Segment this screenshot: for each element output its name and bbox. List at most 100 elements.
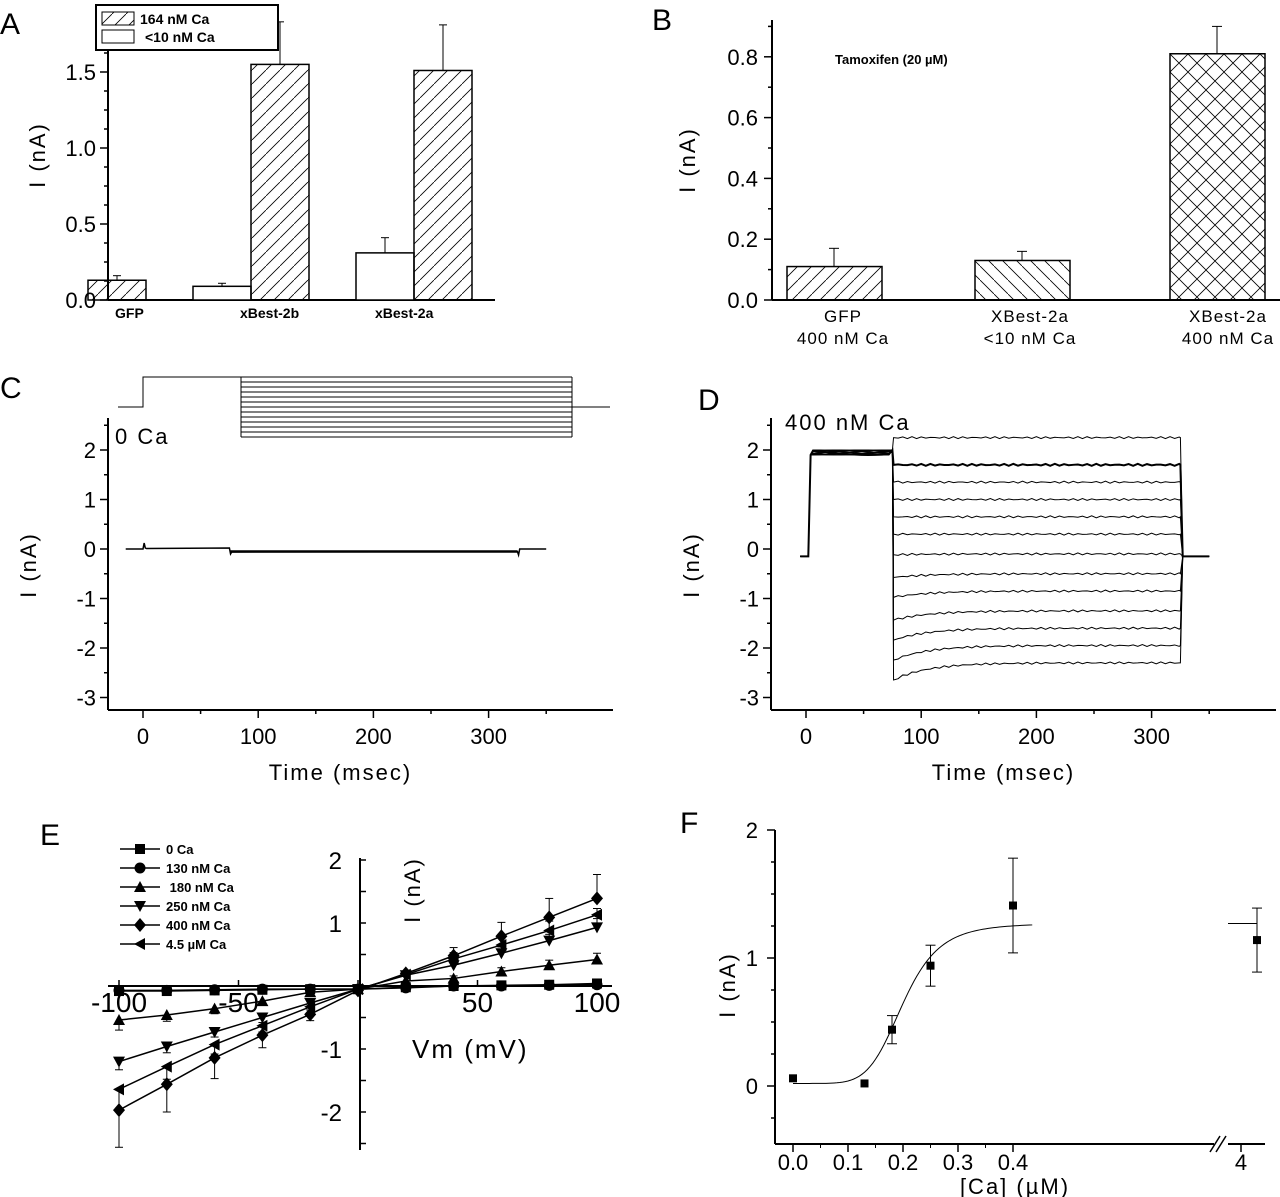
panel-d-x-tick-label: 0 bbox=[800, 724, 812, 749]
panel-a-bar-164nm bbox=[87, 279, 147, 301]
panel-label-c: C bbox=[0, 372, 22, 405]
panel-e-x-tick-label: 100 bbox=[574, 987, 621, 1018]
panel-b-category-label: GFP bbox=[824, 307, 862, 326]
panel-d-x-label: Time (msec) bbox=[932, 760, 1075, 785]
panel-d-y-tick-label: -1 bbox=[739, 587, 759, 612]
panel-e-data-point bbox=[113, 1056, 125, 1068]
panel-d-y-tick-label: -3 bbox=[739, 686, 759, 711]
panel-e-data-point bbox=[113, 1014, 125, 1026]
panel-a-bar-164nm bbox=[250, 63, 310, 301]
panel-c-y-label: I (nA) bbox=[16, 532, 41, 598]
panel-e-data-point bbox=[495, 980, 507, 992]
panel-d-current-trace bbox=[800, 448, 1210, 599]
panel-e-data-point bbox=[208, 1002, 221, 1014]
panel-c-y-tick-label: -2 bbox=[76, 636, 96, 661]
panel-e-legend-label: 250 nM Ca bbox=[166, 899, 231, 914]
panel-a-y-tick-label: 0.5 bbox=[65, 212, 96, 237]
panel-f-axis-break bbox=[1215, 1135, 1227, 1153]
panel-e-data-point bbox=[160, 1041, 173, 1053]
panel-e-data-point bbox=[543, 979, 555, 991]
panel-c-x-tick-label: 100 bbox=[240, 724, 277, 749]
panel-e-legend-label: 130 nM Ca bbox=[166, 861, 231, 876]
panel-e-data-point bbox=[256, 1012, 269, 1024]
panel-b-bar bbox=[786, 265, 883, 301]
panel-e-data-point bbox=[591, 908, 602, 921]
panel-label-b: B bbox=[652, 4, 672, 37]
panel-e-x-tick-label: 50 bbox=[462, 987, 493, 1018]
panel-e-legend-label: 0 Ca bbox=[166, 842, 194, 857]
panel-c-x-tick-label: 200 bbox=[355, 724, 392, 749]
panel-a-category-label: xBest-2a bbox=[375, 305, 434, 321]
panel-e-data-point bbox=[591, 953, 603, 965]
panel-d-current-trace bbox=[800, 449, 1210, 557]
panel-f-data-point bbox=[1009, 901, 1017, 910]
panel-c-x-tick-label: 0 bbox=[137, 724, 149, 749]
panel-e-data-point bbox=[591, 979, 603, 991]
panel-f-y-tick-label: 1 bbox=[746, 946, 758, 971]
panel-e-data-point bbox=[304, 1000, 316, 1013]
voltage-protocol-prestep bbox=[118, 376, 241, 408]
panel-f-data-point bbox=[789, 1074, 797, 1083]
panel-e-data-point bbox=[495, 948, 508, 960]
panel-a-y-label: I (nA) bbox=[25, 122, 50, 188]
panel-e-legend-label: 180 nM Ca bbox=[166, 880, 235, 895]
panel-b-bar bbox=[974, 259, 1071, 301]
panel-e-y-tick-label: 2 bbox=[329, 848, 342, 875]
panel-b-category-label: 400 nM Ca bbox=[1182, 329, 1274, 348]
panel-e-data-point bbox=[256, 995, 269, 1007]
panel-d-current-trace bbox=[800, 448, 1210, 621]
panel-f-y-tick-label: 2 bbox=[746, 818, 758, 843]
panel-c-y-tick-label: -1 bbox=[76, 587, 96, 612]
panel-a-bar-lt10nm bbox=[355, 252, 415, 301]
panel-d-x-tick-label: 300 bbox=[1133, 724, 1170, 749]
panel-e-legend-marker bbox=[134, 881, 146, 892]
panel-d-annotation: 400 nM Ca bbox=[785, 410, 911, 435]
panel-f-x-label: [Ca] (µM) bbox=[960, 1174, 1070, 1197]
panel-e-data-point bbox=[495, 965, 508, 977]
legend-label: <10 nM Ca bbox=[145, 29, 215, 45]
panel-d-current-trace bbox=[800, 448, 1210, 557]
panel-e-data-point bbox=[160, 1077, 173, 1092]
panel-e-data-point bbox=[256, 983, 268, 995]
panel-c-x-tick-label: 300 bbox=[470, 724, 507, 749]
panel-e-y-tick-label: -1 bbox=[321, 1037, 342, 1064]
panel-e-legend-marker bbox=[134, 862, 146, 874]
panel-d-current-trace bbox=[800, 449, 1210, 557]
panel-b-category-label: 400 nM Ca bbox=[797, 329, 889, 348]
panel-f-data-point bbox=[1253, 936, 1261, 945]
panel-b-y-tick-label: 0.2 bbox=[727, 227, 758, 252]
panel-a-y-tick-label: 1.5 bbox=[65, 60, 96, 85]
panel-d-current-trace bbox=[800, 436, 1210, 557]
panel-e-legend-marker bbox=[134, 901, 146, 912]
panel-a-bar-lt10nm bbox=[192, 285, 252, 301]
panel-f-data-point bbox=[860, 1079, 869, 1088]
panel-e-data-point bbox=[447, 952, 459, 965]
panel-f-data-point bbox=[888, 1025, 896, 1034]
panel-d-x-tick-label: 100 bbox=[903, 724, 940, 749]
panel-e-data-point bbox=[304, 998, 317, 1010]
panel-d-current-trace bbox=[800, 449, 1210, 681]
panel-c-y-tick-label: 2 bbox=[84, 438, 96, 463]
panel-d-y-tick-label: 1 bbox=[747, 488, 759, 513]
panel-a-bar-164nm bbox=[413, 69, 473, 301]
panel-e-data-point bbox=[495, 939, 507, 952]
panel-e-data-point bbox=[304, 986, 317, 998]
panel-c-y-tick-label: 0 bbox=[84, 537, 96, 562]
panel-a-category-label: xBest-2b bbox=[240, 305, 299, 321]
panel-f-x-tick-label: 0.1 bbox=[833, 1150, 864, 1175]
panel-e-legend-marker bbox=[134, 918, 146, 932]
panel-e-data-point bbox=[208, 1038, 220, 1051]
panel-e-data-point bbox=[447, 972, 460, 984]
panel-e-data-point bbox=[591, 891, 603, 906]
panel-e-legend-label: 4.5 µM Ca bbox=[166, 937, 227, 952]
panel-b-category-label: XBest-2a bbox=[1189, 307, 1267, 326]
panel-c-current-trace bbox=[125, 542, 547, 558]
panel-label-e: E bbox=[40, 819, 60, 852]
panel-f-x-tick-label: 0.3 bbox=[943, 1150, 974, 1175]
panel-e-legend-label: 400 nM Ca bbox=[166, 918, 231, 933]
panel-b-bar bbox=[1169, 53, 1266, 301]
panel-e-y-tick-label: -2 bbox=[321, 1100, 342, 1127]
panel-e-data-point bbox=[208, 1026, 221, 1038]
panel-label-f: F bbox=[680, 807, 698, 840]
